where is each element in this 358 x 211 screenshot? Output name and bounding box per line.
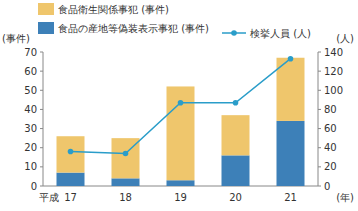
- y2-tick: [318, 128, 321, 129]
- y-tick-label: 70: [24, 47, 37, 58]
- y2-tick-label: 20: [324, 161, 337, 172]
- y-tick: [40, 186, 43, 187]
- y2-axis-label: (人): [336, 33, 354, 44]
- y2-tick-label: 120: [324, 66, 343, 77]
- y2-tick: [318, 147, 321, 148]
- y2-tick: [318, 166, 321, 167]
- bar: [277, 121, 305, 186]
- line-marker: [288, 56, 294, 62]
- y2-tick: [318, 90, 321, 91]
- y-tick: [40, 71, 43, 72]
- y2-axis: [318, 52, 319, 186]
- legend-marker: [231, 30, 237, 36]
- y-axis: [43, 52, 44, 186]
- y2-tick: [318, 186, 321, 187]
- bar: [57, 136, 85, 172]
- y2-tick-label: 40: [324, 142, 337, 153]
- bar: [222, 115, 250, 155]
- y-tick: [40, 52, 43, 53]
- y2-tick-label: 60: [324, 123, 337, 134]
- x-tick-label: 18: [119, 192, 132, 203]
- y-tick: [40, 166, 43, 167]
- y2-tick-label: 100: [324, 85, 343, 96]
- y2-tick-label: 140: [324, 47, 343, 58]
- bar: [112, 178, 140, 186]
- y-tick: [40, 147, 43, 148]
- bar: [167, 180, 195, 186]
- legend-swatch: [38, 22, 54, 34]
- bar: [222, 155, 250, 186]
- y-tick-label: 30: [24, 123, 37, 134]
- y-tick-label: 60: [24, 66, 37, 77]
- y2-tick: [318, 109, 321, 110]
- legend-swatch: [38, 3, 54, 15]
- chart: 0 10 20 30 40 50 60 70 0 20 40 60 80 100 120 140 (事件) (人)…: [0, 0, 358, 211]
- legend-label: 食品衛生関係事犯 (事件): [58, 4, 169, 15]
- y-tick-label: 50: [24, 85, 37, 96]
- era-label: 平成: [39, 192, 59, 203]
- line: [71, 59, 291, 154]
- y-tick: [40, 90, 43, 91]
- x-tick-label: 21: [284, 192, 297, 203]
- bar: [167, 86, 195, 180]
- y-tick: [40, 128, 43, 129]
- line-marker: [68, 149, 74, 155]
- y-tick-label: 20: [24, 142, 37, 153]
- line-marker: [123, 151, 129, 157]
- legend-label: 食品の産地等偽装表示事犯 (事件): [58, 23, 209, 34]
- y-tick-label: 10: [24, 161, 37, 172]
- y2-tick-label: 80: [324, 104, 337, 115]
- legend-label: 検挙人員 (人): [250, 28, 311, 39]
- y2-tick: [318, 71, 321, 72]
- x-tick-label: 20: [229, 192, 242, 203]
- line-marker: [233, 100, 239, 106]
- x-tick-label: 19: [174, 192, 187, 203]
- x-axis-label: (年): [336, 192, 354, 203]
- bar: [57, 173, 85, 186]
- y2-tick: [318, 52, 321, 53]
- y2-tick-label: 0: [324, 181, 330, 192]
- line-marker: [178, 100, 184, 106]
- plot: [57, 56, 305, 186]
- y-axis-label: (事件): [2, 33, 30, 44]
- y-tick: [40, 109, 43, 110]
- y-tick-label: 0: [31, 181, 37, 192]
- x-tick-label: 17: [64, 192, 77, 203]
- y-tick-label: 40: [24, 104, 37, 115]
